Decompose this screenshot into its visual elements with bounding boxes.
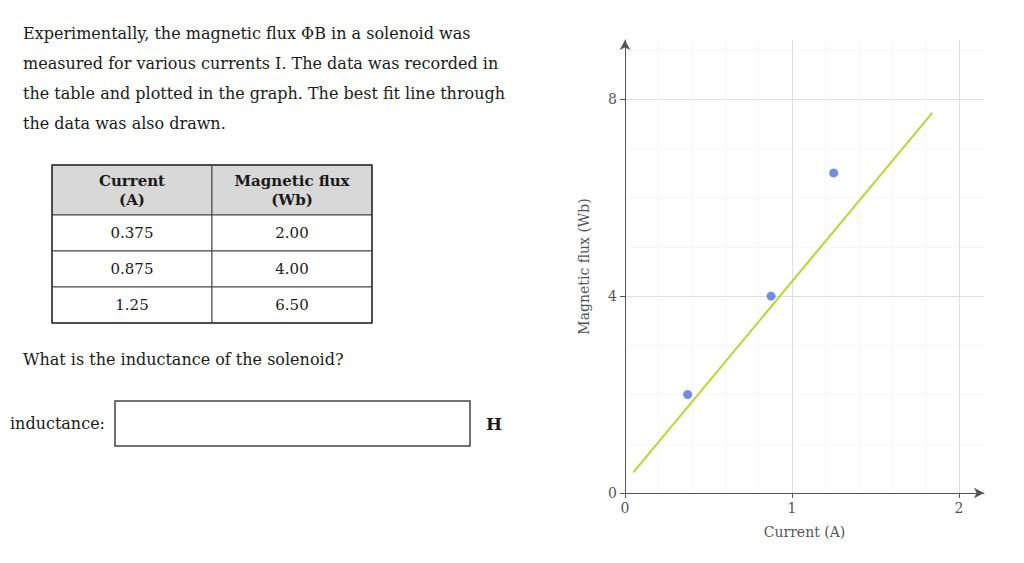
svg-text:4: 4 [608, 288, 617, 304]
svg-text:6.50: 6.50 [275, 296, 308, 314]
svg-text:0: 0 [608, 485, 617, 501]
svg-text:inductance:: inductance: [10, 414, 105, 433]
svg-text:the table and plotted in the g: the table and plotted in the graph. The … [23, 84, 505, 103]
svg-text:(Wb): (Wb) [271, 191, 313, 209]
svg-text:Magnetic flux (Wb): Magnetic flux (Wb) [576, 198, 592, 334]
svg-text:0: 0 [621, 500, 630, 516]
svg-text:0.375: 0.375 [111, 224, 154, 242]
svg-text:8: 8 [608, 91, 617, 107]
svg-text:measured for various currents: measured for various currents I. The dat… [23, 54, 498, 73]
svg-text:(A): (A) [119, 191, 145, 209]
svg-text:What is the inductance of the: What is the inductance of the solenoid? [23, 350, 343, 369]
svg-text:2.00: 2.00 [275, 224, 308, 242]
svg-text:Magnetic flux: Magnetic flux [235, 172, 351, 190]
svg-text:the data was also drawn.: the data was also drawn. [23, 114, 226, 133]
svg-text:4.00: 4.00 [275, 260, 308, 278]
svg-text:1: 1 [788, 500, 797, 516]
svg-text:2: 2 [954, 500, 963, 516]
svg-text:Current: Current [99, 172, 165, 190]
svg-text:0.875: 0.875 [111, 260, 154, 278]
svg-text:Current (A): Current (A) [764, 524, 846, 540]
svg-text:1.25: 1.25 [115, 296, 148, 314]
svg-text:H: H [486, 414, 502, 434]
svg-text:Experimentally, the magnetic f: Experimentally, the magnetic flux ΦB in … [23, 24, 470, 43]
